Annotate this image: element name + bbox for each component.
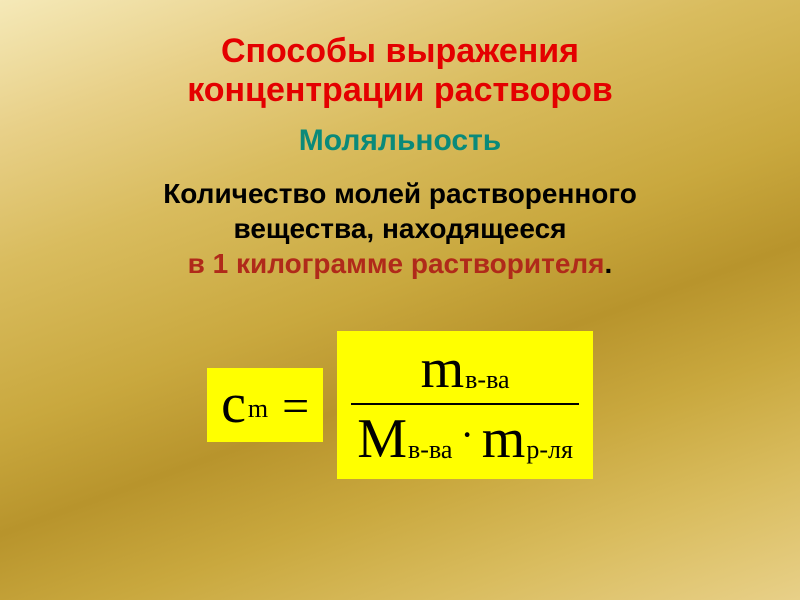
den-right-sub: р-ля bbox=[526, 437, 573, 463]
definition-line2: вещества, находящееся bbox=[163, 211, 637, 246]
fraction-numerator: m в-ва bbox=[415, 339, 516, 399]
definition-text: Количество молей растворенного вещества,… bbox=[163, 176, 637, 281]
slide: Способы выражения концентрации растворов… bbox=[0, 0, 800, 600]
lhs-base: с bbox=[221, 376, 246, 432]
title-line2: концентрации растворов bbox=[187, 71, 613, 109]
definition-line3: в 1 килограмме растворителя. bbox=[163, 246, 637, 281]
title-line1: Способы выражения bbox=[221, 32, 579, 70]
numerator-term: m в-ва bbox=[421, 341, 510, 397]
definition-highlight: в 1 килограмме растворителя bbox=[188, 248, 605, 279]
formula-lhs-box: с m = bbox=[207, 368, 323, 442]
den-dot: · bbox=[460, 415, 473, 455]
formula-rhs-box: m в-ва М в-ва · m р-ля bbox=[337, 331, 593, 479]
den-right-term: m р-ля bbox=[482, 411, 573, 467]
formula-fraction: m в-ва М в-ва · m р-ля bbox=[351, 339, 579, 469]
slide-title: Способы выражения концентрации растворов bbox=[187, 32, 613, 110]
num-sub: в-ва bbox=[465, 367, 509, 393]
fraction-bar bbox=[351, 403, 579, 405]
den-left-sub: в-ва bbox=[408, 437, 452, 463]
lhs-sub: m bbox=[248, 394, 268, 424]
equals-sign: = bbox=[282, 383, 309, 431]
slide-subtitle: Моляльность bbox=[299, 124, 502, 158]
den-left-term: М в-ва bbox=[357, 411, 452, 467]
formula: с m = m в-ва М в-ва · bbox=[207, 331, 593, 479]
fraction-denominator: М в-ва · m р-ля bbox=[351, 409, 579, 469]
den-right-base: m bbox=[482, 411, 526, 467]
formula-lhs: с m = bbox=[221, 376, 309, 432]
num-base: m bbox=[421, 341, 465, 397]
den-left-base: М bbox=[357, 411, 407, 467]
definition-period: . bbox=[605, 248, 613, 279]
definition-line1: Количество молей растворенного bbox=[163, 176, 637, 211]
